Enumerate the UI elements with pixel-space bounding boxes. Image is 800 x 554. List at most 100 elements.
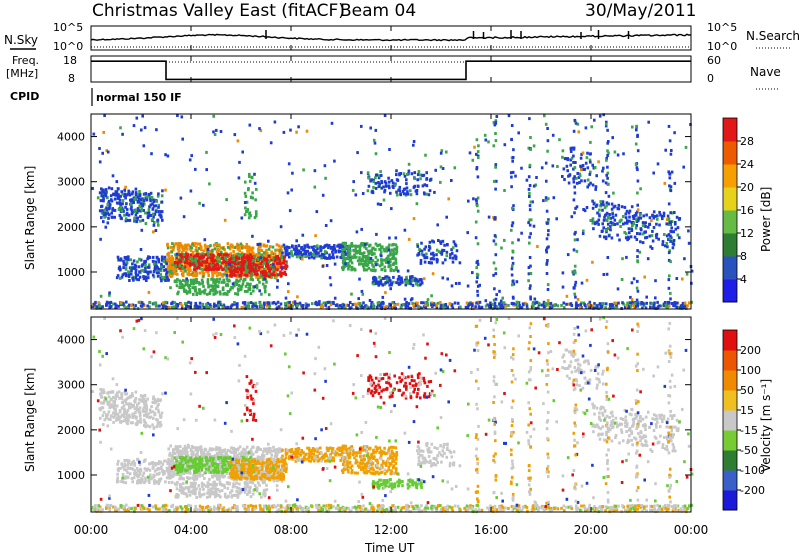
data-cell xyxy=(397,188,400,192)
data-cell xyxy=(248,248,251,252)
data-cell xyxy=(213,302,216,306)
data-cell xyxy=(215,274,219,278)
data-cell xyxy=(339,255,342,259)
data-cell xyxy=(605,122,608,126)
data-cell xyxy=(243,302,247,305)
data-cell xyxy=(136,474,139,478)
data-cell xyxy=(120,275,124,279)
data-cell xyxy=(235,273,238,277)
data-cell xyxy=(211,272,214,276)
data-cell xyxy=(315,210,319,214)
data-cell xyxy=(494,132,497,135)
data-cell xyxy=(669,234,672,238)
data-cell xyxy=(400,278,403,282)
data-cell xyxy=(244,268,248,271)
data-cell xyxy=(264,250,268,254)
data-cell xyxy=(493,287,496,291)
data-cell xyxy=(159,420,162,424)
data-cell xyxy=(595,174,598,178)
data-cell xyxy=(128,193,132,197)
data-cell xyxy=(235,275,239,279)
data-cell xyxy=(533,297,537,301)
data-cell xyxy=(285,264,289,268)
data-cell xyxy=(613,150,617,154)
data-cell xyxy=(125,207,129,211)
data-cell xyxy=(384,184,388,188)
data-cell xyxy=(527,187,531,191)
data-cell xyxy=(570,304,574,307)
data-cell xyxy=(630,298,634,302)
data-cell xyxy=(413,171,417,175)
data-cell xyxy=(132,200,135,204)
data-cell xyxy=(553,304,556,308)
data-cell xyxy=(199,248,203,251)
data-cell xyxy=(226,290,230,293)
data-cell xyxy=(151,423,154,427)
data-cell xyxy=(231,245,235,249)
data-cell xyxy=(476,175,480,179)
data-cell xyxy=(273,120,277,124)
data-cell xyxy=(207,253,210,256)
data-cell xyxy=(446,277,449,281)
data-cell xyxy=(130,209,134,213)
data-cell xyxy=(280,245,284,249)
data-cell xyxy=(178,259,182,263)
data-cell xyxy=(96,196,100,200)
data-cell xyxy=(374,263,378,267)
data-cell xyxy=(146,211,149,215)
data-cell xyxy=(416,301,419,305)
data-cell xyxy=(385,259,388,263)
data-cell xyxy=(133,216,136,220)
data-cell xyxy=(102,388,105,392)
data-cell xyxy=(124,464,127,468)
data-cell xyxy=(369,126,372,130)
data-cell xyxy=(263,277,266,281)
data-cell xyxy=(667,217,671,221)
data-cell xyxy=(494,187,497,191)
data-cell xyxy=(360,304,364,308)
data-cell xyxy=(266,252,269,255)
data-cell xyxy=(273,261,277,265)
data-cell xyxy=(110,187,114,191)
data-cell xyxy=(646,257,650,261)
data-cell xyxy=(268,304,272,308)
data-cell xyxy=(575,301,578,305)
data-cell xyxy=(320,252,324,256)
data-cell xyxy=(494,121,497,125)
station-title: Christmas Valley East (fitACF) xyxy=(92,1,345,21)
data-cell xyxy=(100,406,103,410)
data-cell xyxy=(418,278,422,282)
data-cell xyxy=(526,306,529,310)
data-cell xyxy=(214,264,217,268)
data-cell xyxy=(604,213,608,217)
data-cell xyxy=(263,258,266,262)
data-cell xyxy=(296,249,299,253)
data-cell xyxy=(125,300,128,304)
data-cell xyxy=(223,248,226,252)
data-cell xyxy=(573,232,576,236)
data-cell xyxy=(240,269,243,273)
data-cell xyxy=(443,243,446,247)
data-cell xyxy=(159,423,163,427)
data-cell xyxy=(664,244,667,248)
data-cell xyxy=(120,462,123,466)
data-cell xyxy=(502,301,506,305)
data-cell xyxy=(270,274,273,278)
data-cell xyxy=(112,415,116,419)
data-cell xyxy=(162,304,165,308)
data-cell xyxy=(126,471,129,475)
data-cell xyxy=(296,304,299,307)
data-cell xyxy=(606,256,610,259)
data-cell xyxy=(667,202,671,206)
data-cell xyxy=(218,260,221,264)
data-cell xyxy=(319,306,323,310)
data-cell xyxy=(439,151,443,155)
data-cell xyxy=(225,198,228,202)
data-cell xyxy=(405,301,408,304)
data-cell xyxy=(381,277,385,280)
data-cell xyxy=(128,415,131,419)
data-cell xyxy=(308,245,311,249)
data-cell xyxy=(107,213,111,217)
data-cell xyxy=(665,241,669,245)
data-cell xyxy=(251,196,254,200)
